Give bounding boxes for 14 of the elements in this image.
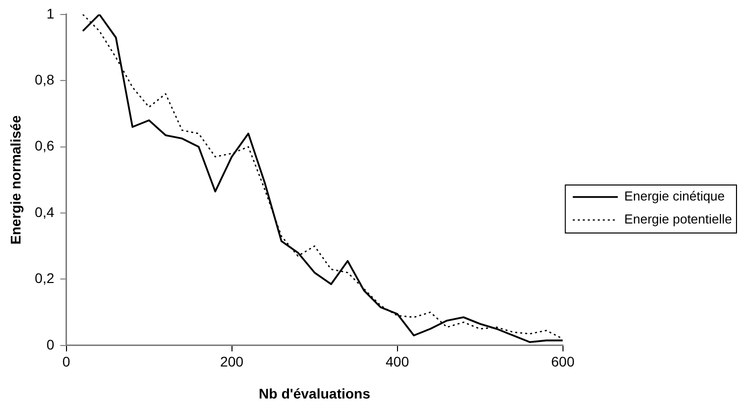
y-tick-label: 0 <box>46 336 54 352</box>
x-tick-label: 0 <box>62 354 70 370</box>
x-tick-label: 200 <box>220 354 244 370</box>
x-tick-label: 600 <box>551 354 575 370</box>
y-tick-label: 0,8 <box>34 71 54 88</box>
y-tick-label: 0,4 <box>34 204 54 220</box>
x-axis-title: Nb d'évaluations <box>258 385 370 402</box>
y-tick-label: 0,6 <box>34 138 54 154</box>
x-tick-label: 400 <box>386 354 410 370</box>
y-tick-label: 1 <box>46 5 54 22</box>
legend-label: Energie cinétique <box>624 188 725 204</box>
y-tick-label: 0,2 <box>34 270 54 286</box>
y-axis-title: Energie normalisée <box>7 115 24 244</box>
legend-label: Energie potentielle <box>624 212 732 227</box>
